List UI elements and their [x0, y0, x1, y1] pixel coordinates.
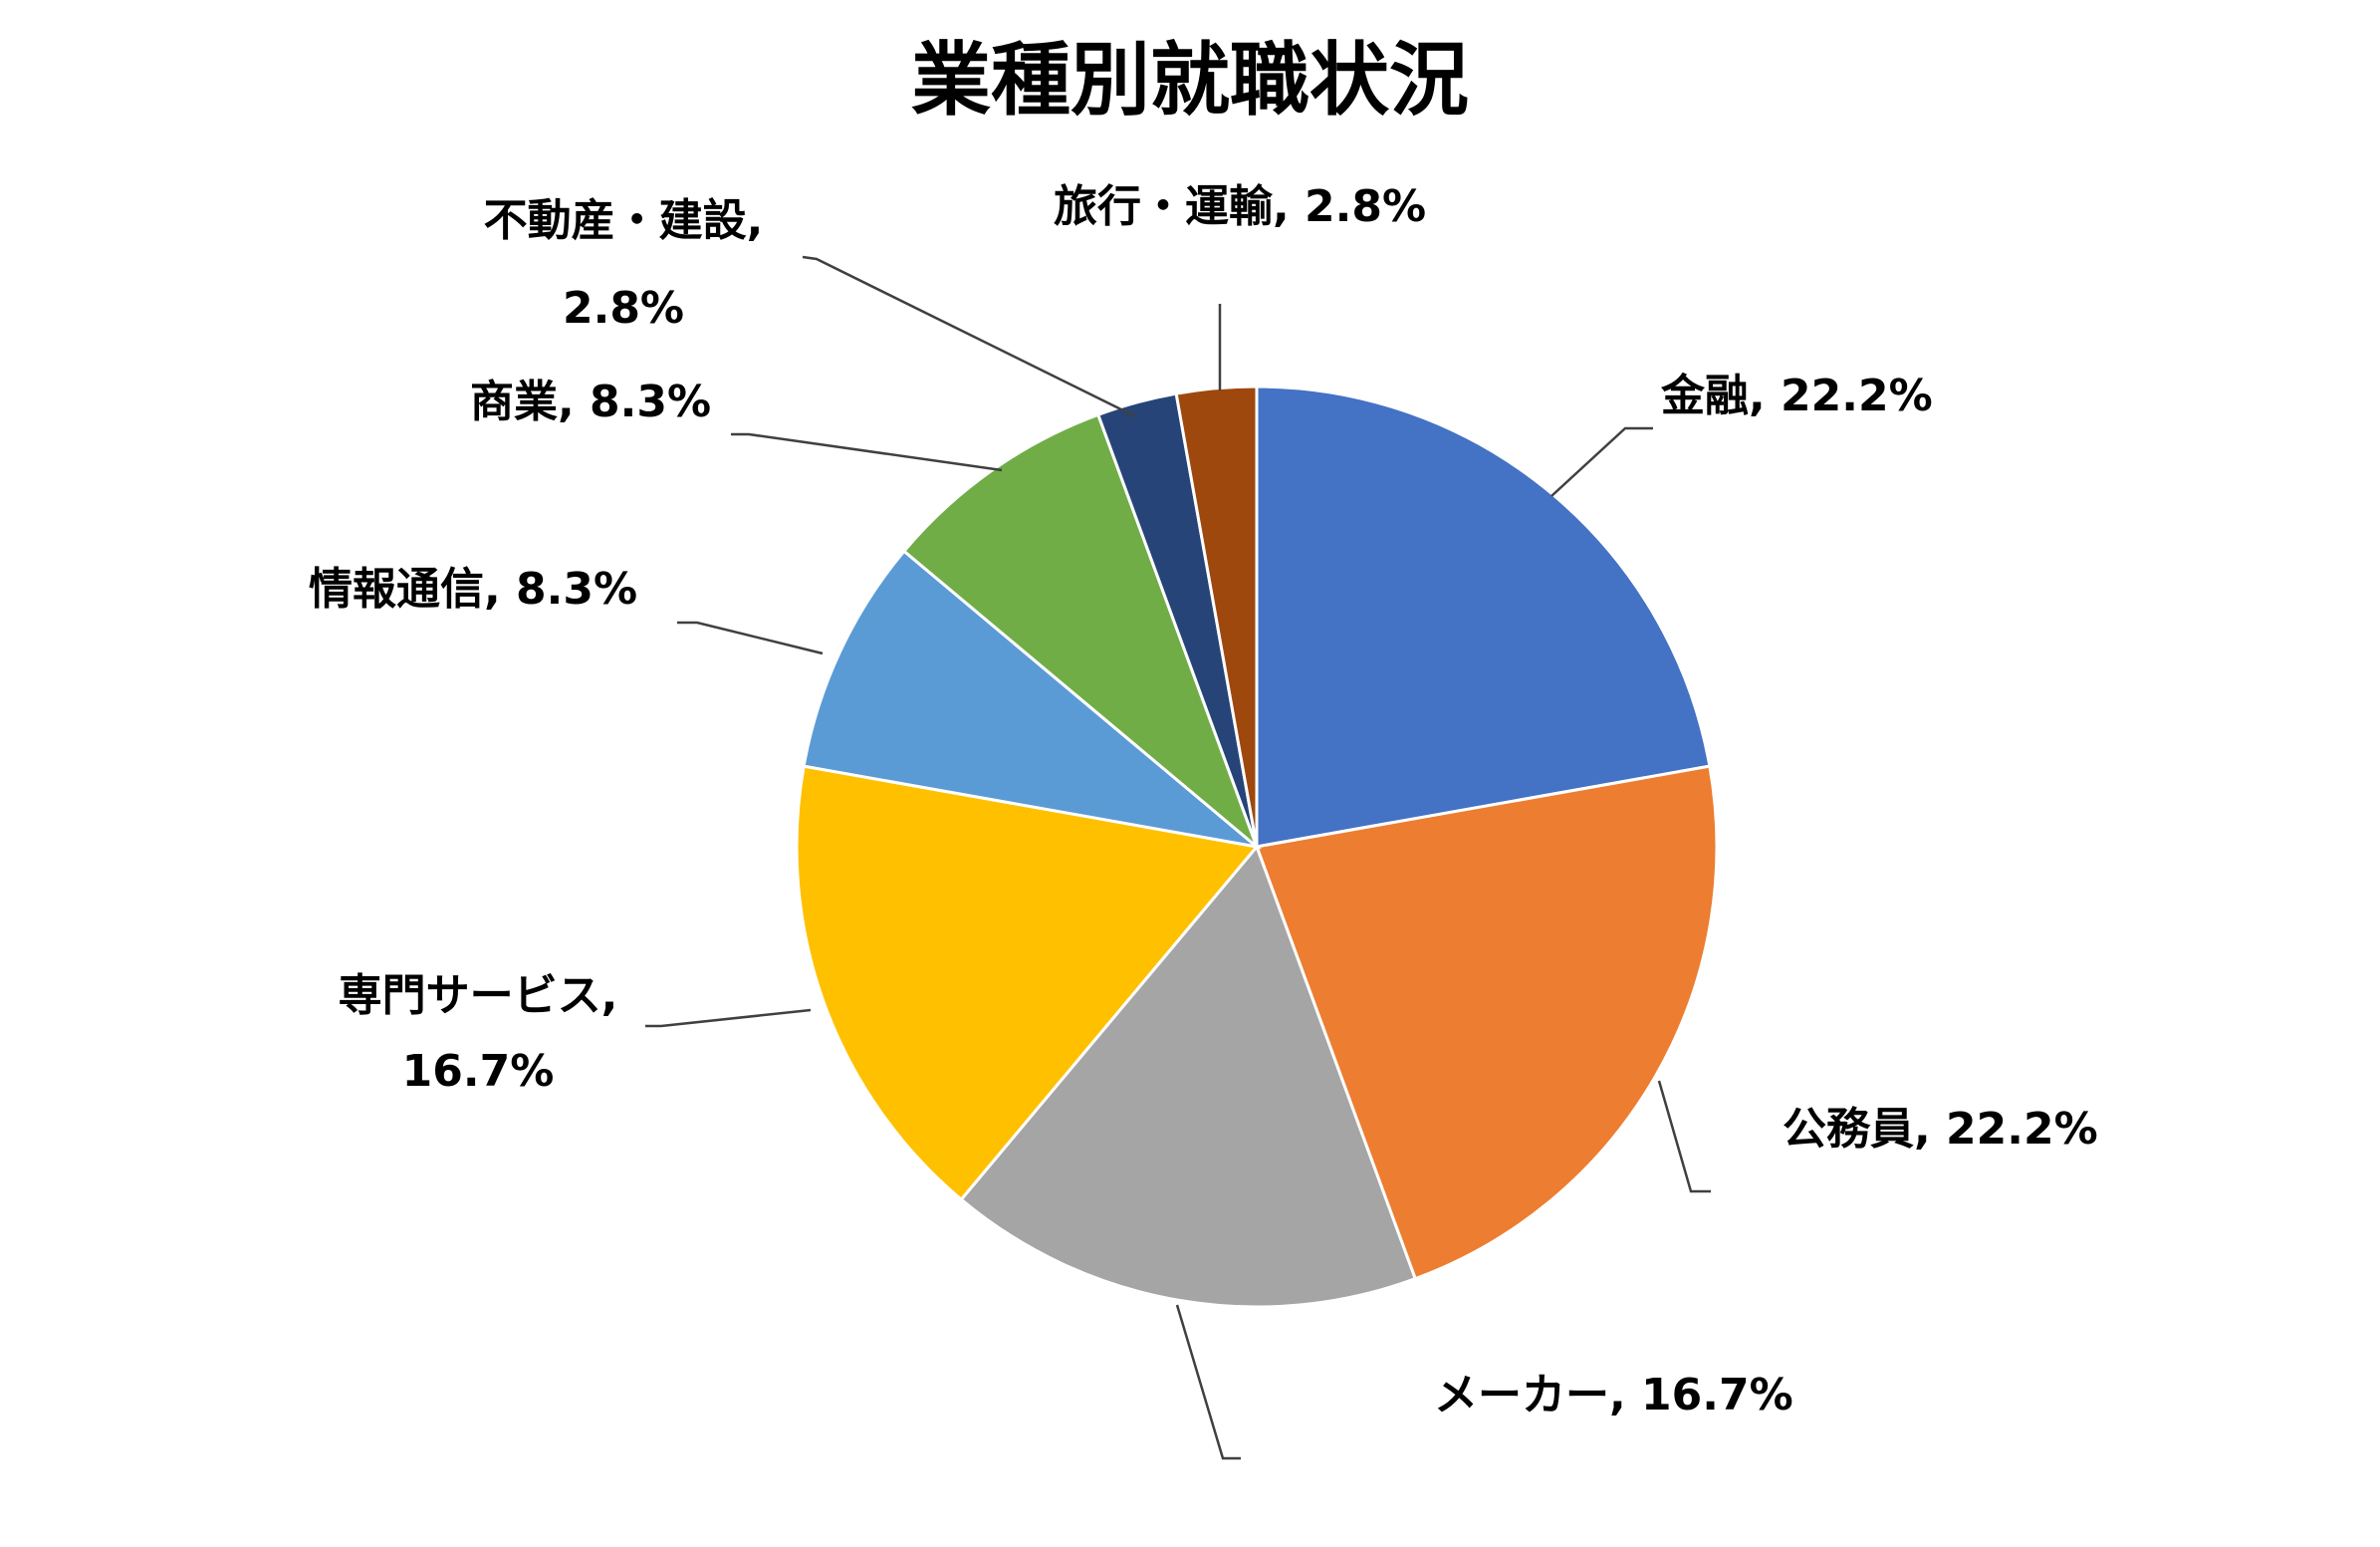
pie-slice-商業 — [901, 412, 1261, 852]
data-label-旅行・運輸: 旅行・運輸, 2.8% — [1054, 181, 1426, 232]
leader-line-情報通信 — [677, 621, 824, 655]
leader-lines — [645, 255, 1711, 1460]
leader-line-金融 — [1550, 426, 1653, 497]
pie-slice-情報通信 — [802, 549, 1263, 850]
leader-line-公務員 — [1657, 1080, 1711, 1193]
pie-slice-専門サービス — [795, 764, 1260, 1202]
pie-slice-旅行・運輸 — [1174, 385, 1259, 848]
data-label-専門サービス: 専門サービス, 16.7% — [339, 970, 618, 1097]
data-label-メーカー: メーカー, 16.7% — [1434, 1370, 1793, 1420]
data-label-公務員: 公務員, 22.2% — [1783, 1104, 2098, 1155]
pie-slice-公務員 — [1254, 764, 1719, 1281]
leader-line-メーカー — [1175, 1304, 1241, 1460]
data-labels: 金融, 22.2% 公務員, 22.2% メーカー, 16.7% 専門サービス, 16.… — [309, 181, 2098, 1420]
pie-slices — [795, 385, 1719, 1309]
leader-line-専門サービス — [645, 1008, 812, 1028]
chart-title: 業種別就職状況 — [911, 34, 1469, 127]
data-label-商業: 商業, 8.3% — [470, 377, 711, 427]
pie-slice-メーカー — [959, 844, 1418, 1309]
leader-line-商業 — [731, 432, 1003, 472]
data-label-不動産・建設: 不動産・建設, 2.8% — [484, 195, 764, 334]
data-label-情報通信: 情報通信, 8.3% — [309, 564, 637, 615]
data-label-金融: 金融, 22.2% — [1660, 371, 1933, 421]
leader-line-不動産・建設 — [802, 255, 1136, 418]
